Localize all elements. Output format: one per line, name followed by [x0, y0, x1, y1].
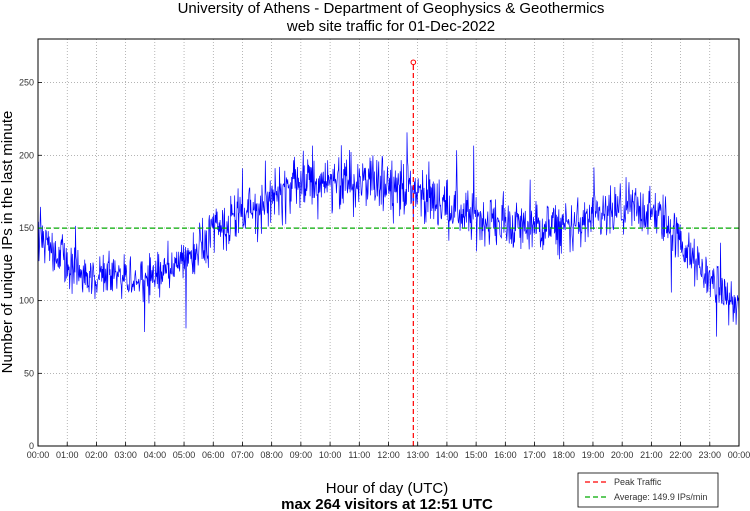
- legend-average-label: Average: 149.9 IPs/min: [614, 492, 707, 502]
- peak-marker: [410, 59, 417, 66]
- x-tick-label: 14:00: [436, 450, 459, 460]
- y-tick-label: 100: [19, 296, 34, 306]
- x-axis-label: Hour of day (UTC): [326, 480, 449, 497]
- traffic-series: [37, 132, 740, 337]
- chart-title: University of Athens - Department of Geo…: [178, 0, 605, 17]
- legend: Peak Traffic Average: 149.9 IPs/min: [577, 472, 719, 508]
- x-tick-label: 21:00: [640, 450, 663, 460]
- x-tick-label: 11:00: [348, 450, 370, 460]
- x-axis-ticks: 00:00 01:00 02:00 03:00 04:00 05:00 06:00 07:00…: [27, 442, 750, 460]
- x-tick-label: 20:00: [611, 450, 634, 460]
- x-tick-label: 15:00: [465, 450, 488, 460]
- x-tick-label: 23:00: [699, 450, 722, 460]
- x-tick-label: 18:00: [552, 450, 575, 460]
- x-tick-label: 00:00: [27, 450, 50, 460]
- y-tick-label: 50: [24, 368, 34, 378]
- x-tick-label: 16:00: [494, 450, 517, 460]
- plot-frame: [37, 38, 740, 447]
- x-tick-label: 04:00: [144, 450, 167, 460]
- x-tick-label: 10:00: [319, 450, 342, 460]
- legend-peak-label: Peak Traffic: [614, 477, 662, 487]
- y-tick-label: 250: [19, 78, 34, 88]
- x-tick-label: 19:00: [582, 450, 605, 460]
- x-tick-label: 06:00: [202, 450, 225, 460]
- x-tick-label: 22:00: [669, 450, 692, 460]
- series-line: [37, 132, 740, 337]
- y-tick-label: 200: [19, 150, 34, 160]
- chart-subtitle: web site traffic for 01-Dec-2022: [286, 18, 495, 35]
- x-tick-label: 00:00: [728, 450, 750, 460]
- x-tick-label: 09:00: [290, 450, 313, 460]
- legend-box: [577, 472, 719, 508]
- x-tick-label: 13:00: [406, 450, 429, 460]
- x-tick-label: 07:00: [231, 450, 254, 460]
- x-tick-label: 05:00: [173, 450, 196, 460]
- max-visitors-caption: max 264 visitors at 12:51 UTC: [281, 496, 493, 511]
- x-tick-label: 03:00: [114, 450, 137, 460]
- grid-lines: [38, 39, 739, 446]
- x-tick-label: 02:00: [85, 450, 108, 460]
- x-tick-label: 12:00: [377, 450, 400, 460]
- reference-lines: [38, 59, 739, 446]
- y-tick-label: 150: [19, 223, 34, 233]
- x-tick-label: 08:00: [260, 450, 283, 460]
- x-tick-label: 17:00: [523, 450, 546, 460]
- y-axis-label: Number of unique IPs in the last minute: [0, 111, 16, 374]
- x-tick-label: 01:00: [56, 450, 79, 460]
- y-tick-label: 0: [29, 441, 34, 451]
